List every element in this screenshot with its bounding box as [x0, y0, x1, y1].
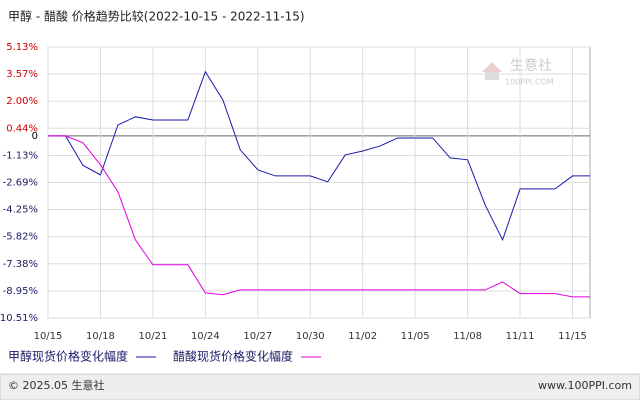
- x-tick-label: 10/24: [191, 331, 220, 342]
- x-tick-label: 11/02: [348, 331, 377, 342]
- x-tick-label: 11/15: [558, 331, 587, 342]
- y-tick-label: -5.82%: [3, 232, 38, 243]
- watermark-text: 生意社: [510, 57, 552, 74]
- y-tick-label: 5.13%: [6, 42, 38, 53]
- x-tick-label: 11/08: [453, 331, 482, 342]
- line: [48, 135, 590, 298]
- legend-label: 甲醇现货价格变化幅度: [8, 349, 128, 364]
- x-tick-label: 11/11: [506, 331, 535, 342]
- x-tick-label: 10/15: [34, 331, 63, 342]
- footer-left: © 2025.05 生意社: [8, 378, 104, 392]
- x-tick-label: 11/05: [401, 331, 430, 342]
- y-tick-label: -10.51%: [0, 313, 38, 324]
- y-tick-label: 2.00%: [6, 96, 38, 107]
- x-tick-label: 10/18: [86, 331, 115, 342]
- x-tick-label: 10/21: [138, 331, 167, 342]
- y-tick-label: 3.57%: [6, 69, 38, 80]
- y-tick-label: -8.95%: [3, 286, 38, 297]
- y-tick-label: -1.13%: [3, 150, 38, 161]
- y-tick-label: 0.44%: [6, 123, 38, 134]
- y-tick-label: 0: [32, 131, 38, 142]
- watermark-text: 100PPI.COM: [505, 78, 554, 87]
- logo: [485, 72, 499, 80]
- footer-bar: [0, 373, 640, 400]
- y-tick-label: -7.38%: [3, 259, 38, 270]
- y-tick-label: -2.69%: [3, 178, 38, 189]
- footer-right: www.100PPI.com: [538, 379, 632, 392]
- logo: [482, 62, 502, 72]
- x-tick-label: 10/27: [243, 331, 272, 342]
- y-tick-label: -4.25%: [3, 205, 38, 216]
- chart-title: 甲醇 - 醋酸 价格趋势比较(2022-10-15 - 2022-11-15): [8, 9, 305, 24]
- line: [48, 70, 590, 242]
- x-tick-label: 10/30: [296, 331, 325, 342]
- legend-label: 醋酸现货价格变化幅度: [173, 349, 293, 364]
